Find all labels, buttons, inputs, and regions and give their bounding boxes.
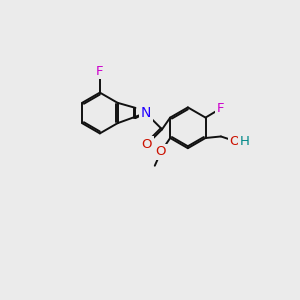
- Text: F: F: [217, 102, 225, 115]
- Text: O: O: [156, 146, 166, 158]
- Text: N: N: [140, 106, 151, 120]
- Text: F: F: [96, 64, 103, 77]
- Text: O: O: [142, 138, 152, 151]
- Text: H: H: [240, 135, 250, 148]
- Text: O: O: [230, 135, 240, 148]
